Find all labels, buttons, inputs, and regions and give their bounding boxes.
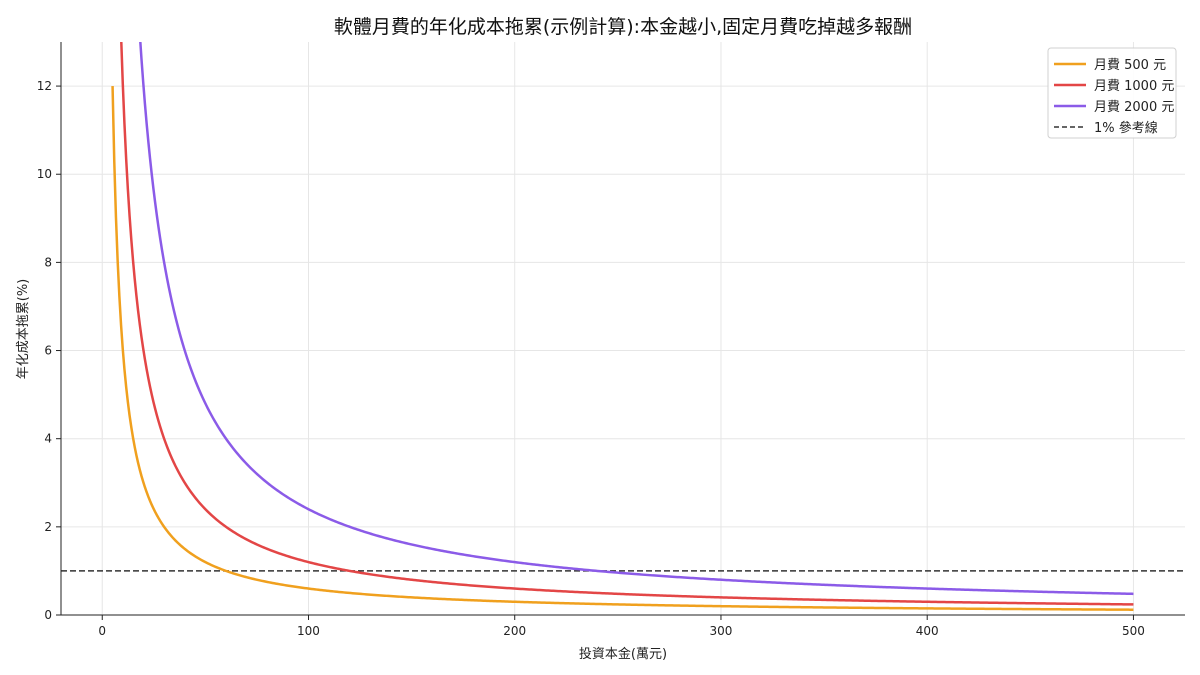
x-tick-label: 0 (98, 624, 106, 638)
y-tick-label: 6 (44, 344, 52, 358)
y-tick-label: 10 (37, 167, 52, 181)
chart-title: 軟體月費的年化成本拖累(示例計算):本金越小,固定月費吃掉越多報酬 (334, 16, 912, 38)
y-tick-label: 2 (44, 520, 52, 534)
legend-label: 1% 參考線 (1094, 120, 1158, 136)
legend-box (1047, 47, 1177, 139)
x-tick-label: 400 (916, 624, 939, 638)
x-axis-label: 投資本金(萬元) (579, 646, 667, 662)
series-layer (111, 42, 1134, 611)
x-tick-label: 200 (503, 624, 526, 638)
x-tick-label: 500 (1122, 624, 1145, 638)
x-tick-label: 300 (710, 624, 733, 638)
y-axis-label: 年化成本拖累(%) (16, 279, 31, 380)
legend-label: 月費 500 元 (1094, 58, 1166, 73)
y-tick-label: 4 (44, 432, 52, 446)
y-tick-label: 8 (44, 255, 52, 269)
legend: 月費 500 元月費 1000 元月費 2000 元 1% 參考線 (1047, 47, 1177, 139)
legend-label: 月費 2000 元 (1094, 100, 1174, 115)
y-tick-label: 12 (37, 79, 52, 93)
series-line-1 (111, 86, 1134, 611)
series-line-2 (120, 42, 1134, 606)
axes: 0 100 200 300 400 500 0 2 4 6 8 10 12 (37, 42, 1185, 638)
series-line-3 (139, 42, 1134, 596)
y-tick-label: 0 (44, 608, 52, 622)
legend-label: 月費 1000 元 (1094, 79, 1174, 94)
x-tick-label: 100 (297, 624, 320, 638)
